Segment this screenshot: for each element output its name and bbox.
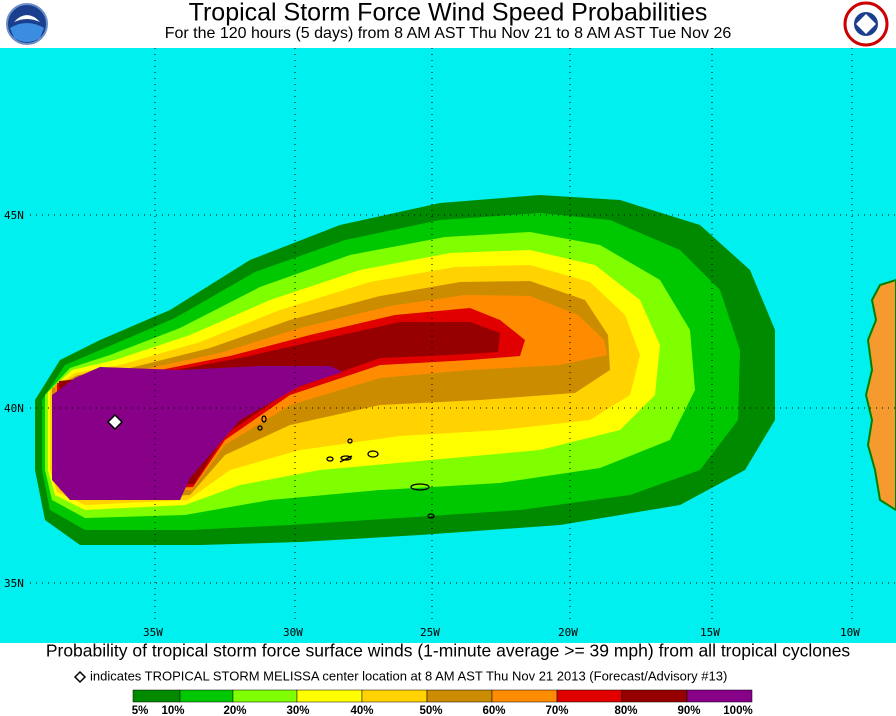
legend-label: 80% [614,705,637,716]
azores-islands [257,415,435,519]
longitude-label: 30W [283,626,303,639]
legend-swatch [426,689,493,703]
legend-swatch [556,689,623,703]
probability-contours [35,195,775,545]
longitude-label: 25W [420,626,440,639]
legend-label: 10% [161,705,184,716]
legend-swatch [232,689,298,703]
legend-label: 60% [482,705,505,716]
legend-swatch [296,689,363,703]
caption: Probability of tropical storm force surf… [46,641,851,661]
legend-swatch [491,689,558,703]
note: indicates TROPICAL STORM MELISSA center … [90,668,727,683]
legend-marker [73,670,87,684]
noaa-logo [6,3,48,45]
nws-logo [843,1,889,47]
legend-swatch [621,689,688,703]
longitude-label: 20W [558,626,578,639]
legend-label: 20% [223,705,246,716]
legend-swatch [361,689,428,703]
storm-center-marker [106,413,124,431]
graticule: 45N 40N 35N 35W 30W 25W 20W 15W 10W [4,48,896,639]
latitude-label: 35N [4,577,24,590]
legend-label: 70% [545,705,568,716]
latitude-label: 45N [4,209,24,222]
latitude-label: 40N [4,402,24,415]
legend-label: 5% [132,705,149,716]
longitude-label: 10W [840,626,860,639]
contour-band [52,366,343,500]
longitude-label: 15W [700,626,720,639]
longitude-label: 35W [143,626,163,639]
legend-swatch [179,689,234,703]
map: 45N 40N 35N 35W 30W 25W 20W 15W 10W [0,48,896,643]
legend-label: 40% [350,705,373,716]
title: Tropical Storm Force Wind Speed Probabil… [189,0,708,27]
legend-label: 100% [723,705,752,716]
legend-label: 50% [419,705,442,716]
land [864,278,896,512]
color-legend: 5% 10% 20% 30% 40% 50% 60% 70% 80% 90% 100% [132,689,753,716]
legend-label: 90% [677,705,700,716]
legend-swatch [132,689,181,703]
legend-label: 30% [286,705,309,716]
subtitle: For the 120 hours (5 days) from 8 AM AST… [165,25,732,42]
legend-swatch [686,689,753,703]
